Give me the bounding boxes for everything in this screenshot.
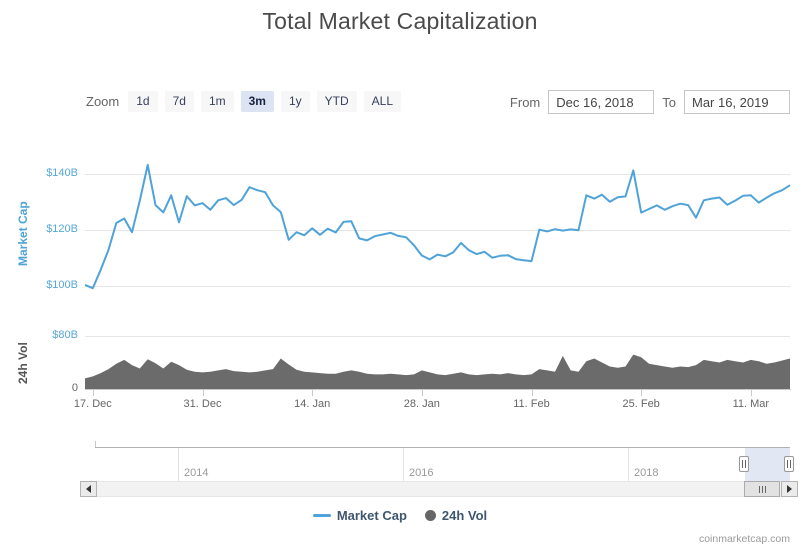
chart-credit[interactable]: coinmarketcap.com bbox=[698, 533, 790, 545]
volume-axis-title: 24h Vol bbox=[16, 342, 30, 384]
x-axis-tick bbox=[92, 390, 94, 396]
zoom-button-7d[interactable]: 7d bbox=[164, 91, 194, 112]
scrollbar-thumb[interactable] bbox=[744, 481, 780, 497]
main-y-tick-label: $120B bbox=[46, 223, 78, 235]
x-axis-label: 25. Feb bbox=[622, 398, 660, 410]
volume-gridline bbox=[85, 336, 790, 337]
x-axis-label: 11. Feb bbox=[513, 398, 550, 410]
x-axis-label: 31. Dec bbox=[183, 398, 222, 410]
volume-y-tick-label: 0 bbox=[71, 382, 78, 394]
zoom-button-ytd[interactable]: YTD bbox=[316, 91, 357, 112]
x-axis-tick bbox=[750, 390, 752, 396]
zoom-button-3m[interactable]: 3m bbox=[240, 91, 274, 112]
legend-item-label: 24h Vol bbox=[441, 508, 488, 523]
navigator-gridline bbox=[178, 448, 179, 481]
navigator-year-label: 2016 bbox=[409, 467, 434, 479]
market-cap-axis-title: Market Cap bbox=[16, 201, 30, 266]
x-axis-line bbox=[85, 389, 791, 390]
main-gridline bbox=[85, 174, 790, 175]
legend-item-market-cap[interactable]: Market Cap bbox=[312, 508, 407, 523]
navigator-selected-range[interactable] bbox=[745, 448, 790, 481]
volume-area-series bbox=[85, 354, 790, 389]
navigator-gridline bbox=[628, 448, 629, 481]
x-axis-tick bbox=[421, 390, 423, 396]
x-axis-label: 17. Dec bbox=[73, 398, 112, 410]
page-title: Total Market Capitalization bbox=[262, 8, 538, 34]
zoom-button-1m[interactable]: 1m bbox=[200, 91, 234, 112]
legend-item-24h-vol[interactable]: 24h Vol bbox=[424, 508, 488, 523]
main-y-tick-label: $140B bbox=[46, 167, 78, 179]
scrollbar-track[interactable] bbox=[97, 481, 781, 497]
x-axis-label: 14. Jan bbox=[294, 398, 331, 410]
x-axis-label: 11. Mar bbox=[732, 398, 770, 410]
to-label: To bbox=[662, 94, 676, 110]
zoom-button-1y[interactable]: 1y bbox=[280, 91, 310, 112]
range-selector: Zoom 1d 7d 1m 3m 1y YTD ALL bbox=[86, 91, 402, 112]
navigator-right-handle-icon[interactable] bbox=[784, 456, 794, 472]
main-gridline bbox=[85, 286, 790, 287]
scroll-left-icon bbox=[86, 485, 91, 493]
scroll-right-button[interactable] bbox=[781, 481, 798, 497]
zoom-button-1d[interactable]: 1d bbox=[128, 91, 158, 112]
x-axis-tick bbox=[312, 390, 314, 396]
navigator-left-handle-icon[interactable] bbox=[739, 456, 749, 472]
from-date-input[interactable] bbox=[548, 90, 655, 114]
scroll-right-icon bbox=[787, 485, 792, 493]
legend-circle-icon bbox=[424, 510, 436, 521]
navigator-year-label: 2014 bbox=[184, 467, 209, 479]
x-axis-tick bbox=[641, 390, 643, 396]
main-gridline bbox=[85, 230, 790, 231]
main-y-tick-label: $100B bbox=[46, 279, 78, 291]
volume-y-tick-label: $80B bbox=[52, 329, 78, 341]
legend-line-icon bbox=[312, 514, 331, 517]
navigator-gridline bbox=[403, 448, 404, 481]
date-range-inputs: From To bbox=[510, 90, 790, 114]
zoom-button-all[interactable]: ALL bbox=[363, 91, 402, 112]
x-axis-label: 28. Jan bbox=[403, 398, 440, 410]
zoom-label: Zoom bbox=[86, 94, 120, 109]
navigator-year-label: 2018 bbox=[634, 467, 659, 479]
scrollbar[interactable] bbox=[80, 481, 798, 497]
scroll-left-button[interactable] bbox=[80, 481, 97, 497]
market-cap-line-series bbox=[84, 164, 791, 290]
from-label: From bbox=[509, 94, 541, 110]
navigator[interactable]: 2014 2016 2018 bbox=[95, 447, 794, 481]
x-axis-tick bbox=[531, 390, 533, 396]
legend-item-label: Market Cap bbox=[336, 508, 407, 523]
navigator-edge-tick bbox=[95, 441, 96, 447]
x-axis-tick bbox=[202, 390, 204, 396]
to-date-input[interactable] bbox=[684, 90, 790, 114]
legend: Market Cap 24h Vol bbox=[0, 508, 800, 523]
